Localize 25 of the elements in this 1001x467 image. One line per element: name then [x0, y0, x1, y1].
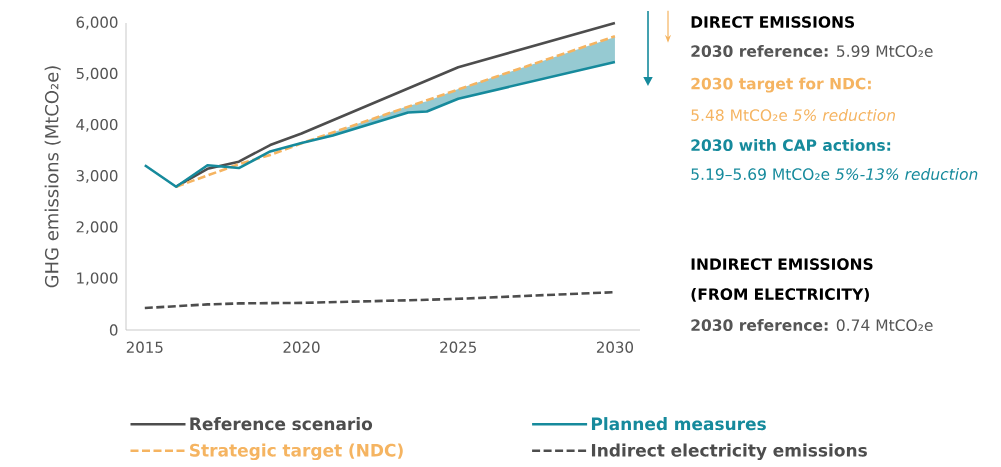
legend-label: Indirect electricity emissions [591, 443, 867, 461]
legend-label: Strategic target (NDC) [190, 443, 403, 461]
y-tick-label: 5,000 [76, 67, 118, 81]
text: 2030 reference: 5.99 MtCO₂e [691, 45, 933, 57]
y-tick-label: 6,000 [76, 16, 118, 30]
x-tick-label: 2015 [126, 341, 163, 353]
y-axis-title: GHG emissions (MtCO₂e) [44, 66, 61, 288]
x-tick-label: 2025 [440, 341, 476, 353]
text: 2030 target for NDC: [691, 77, 871, 93]
text: 5.48 MtCO₂e 5% reduction [691, 109, 896, 121]
text: INDIRECT EMISSIONS (FROM ELECTRICITY) [691, 258, 873, 302]
text: 2030 reference: 0.74 MtCO₂e [691, 319, 933, 331]
text: 2030 with CAP actions: [691, 139, 891, 151]
y-tick-label: 4,000 [76, 118, 118, 132]
y-tick-label: 2,000 [76, 221, 118, 235]
text: DIRECT EMISSIONS [691, 16, 855, 28]
x-tick-label: 2020 [283, 341, 320, 353]
y-tick-label: 1,000 [77, 272, 118, 286]
y-tick-label: 0 [109, 324, 118, 336]
x-tick-label: 2030 [596, 341, 634, 353]
legend-label: Reference scenario [190, 417, 373, 431]
text: 5.19–5.69 MtCO₂e 5%-13% reduction [691, 168, 978, 180]
legend-label: Planned measures [591, 417, 766, 431]
y-tick-label: 3,000 [76, 170, 118, 183]
line-series [143, 60, 617, 189]
